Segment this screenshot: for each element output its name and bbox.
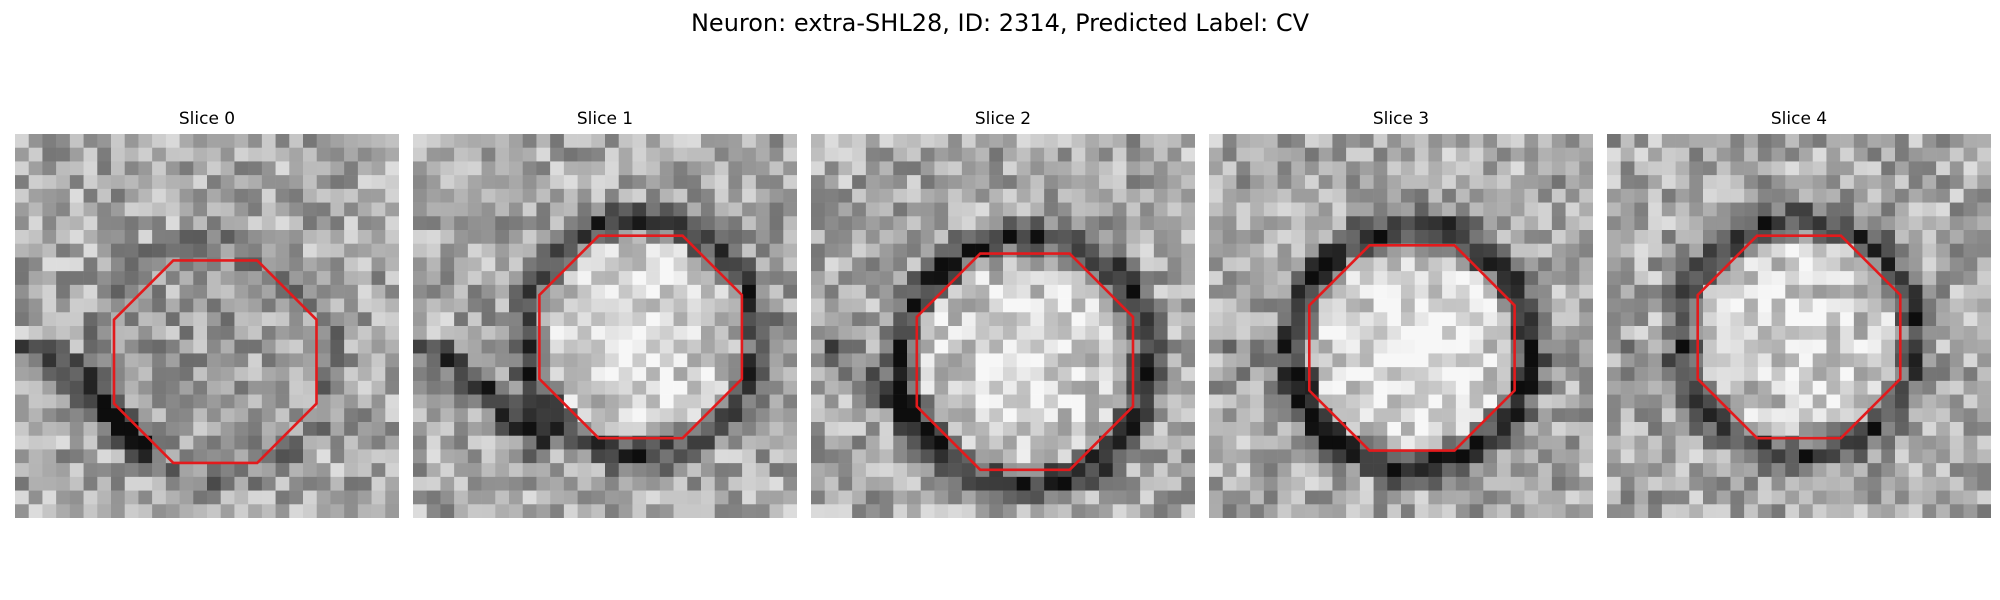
octagon-outline — [1696, 234, 1902, 440]
slice-svg-4 — [1607, 134, 1991, 518]
slice-image-1 — [413, 134, 797, 518]
octagon-outline — [915, 252, 1135, 472]
slice-svg-3 — [1209, 134, 1593, 518]
figure-title: Neuron: extra-SHL28, ID: 2314, Predicted… — [690, 9, 1310, 37]
slice-title-0: Slice 0 — [178, 109, 236, 129]
slice-image-2 — [811, 134, 1195, 518]
slice-title-3: Slice 3 — [1372, 109, 1430, 129]
slice-title-2: Slice 2 — [974, 109, 1032, 129]
slice-svg-2 — [811, 134, 1195, 518]
slice-title-1: Slice 1 — [576, 109, 634, 129]
octagon-outline — [112, 259, 318, 465]
octagon-outline — [538, 234, 744, 440]
slice-svg-1 — [413, 134, 797, 518]
octagon-outline — [1308, 244, 1516, 452]
slice-svg-0 — [15, 134, 399, 518]
slice-title-4: Slice 4 — [1770, 109, 1828, 129]
slice-image-4 — [1607, 134, 1991, 518]
slice-image-0 — [15, 134, 399, 518]
slice-image-3 — [1209, 134, 1593, 518]
